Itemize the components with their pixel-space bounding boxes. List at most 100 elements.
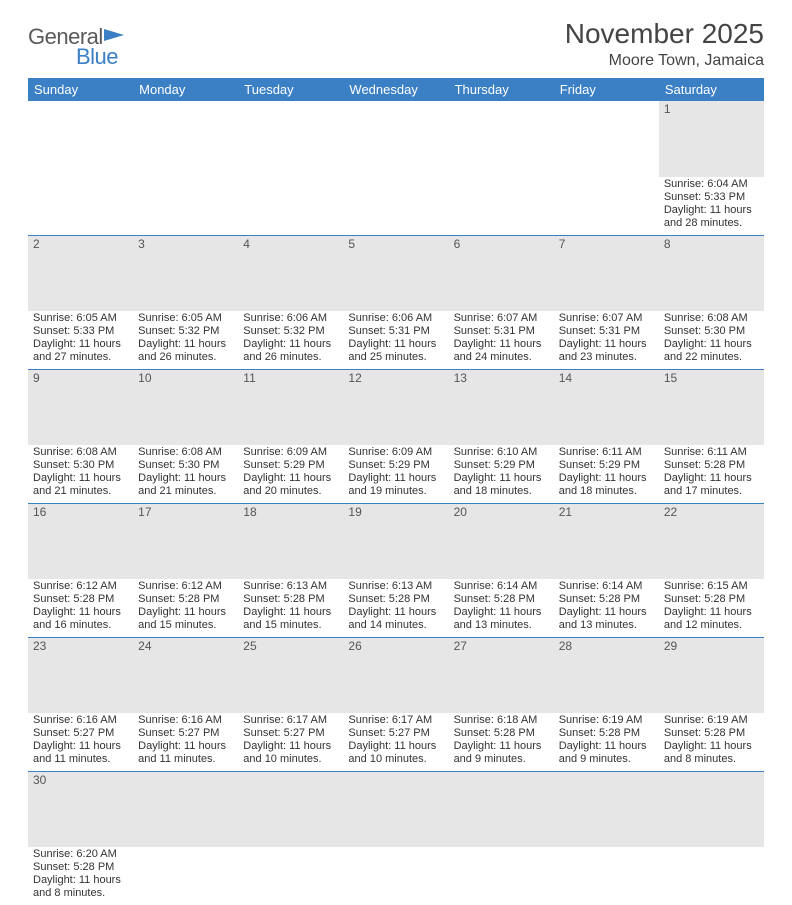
day-number-cell: [238, 101, 343, 177]
sunrise-line: Sunrise: 6:18 AM: [454, 714, 549, 727]
sunrise-line: Sunrise: 6:14 AM: [454, 580, 549, 593]
day-content: Sunrise: 6:14 AMSunset: 5:28 PMDaylight:…: [554, 579, 659, 635]
day-cell: Sunrise: 6:11 AMSunset: 5:29 PMDaylight:…: [554, 445, 659, 503]
sunset-line: Sunset: 5:28 PM: [454, 727, 549, 740]
day-content: Sunrise: 6:09 AMSunset: 5:29 PMDaylight:…: [343, 445, 448, 501]
daylight-line: Daylight: 11 hours and 10 minutes.: [348, 740, 443, 766]
day-number-cell: [133, 771, 238, 847]
day-content: Sunrise: 6:20 AMSunset: 5:28 PMDaylight:…: [28, 847, 133, 903]
day-number-cell: 15: [659, 369, 764, 445]
sunrise-line: Sunrise: 6:06 AM: [348, 312, 443, 325]
sunset-line: Sunset: 5:28 PM: [664, 459, 759, 472]
sunset-line: Sunset: 5:28 PM: [559, 593, 654, 606]
day-number: 9: [28, 370, 133, 386]
day-content: Sunrise: 6:05 AMSunset: 5:32 PMDaylight:…: [133, 311, 238, 367]
day-cell: [238, 847, 343, 905]
daylight-line: Daylight: 11 hours and 10 minutes.: [243, 740, 338, 766]
sunrise-line: Sunrise: 6:07 AM: [559, 312, 654, 325]
sunset-line: Sunset: 5:33 PM: [33, 325, 128, 338]
day-content: Sunrise: 6:14 AMSunset: 5:28 PMDaylight:…: [449, 579, 554, 635]
sunset-line: Sunset: 5:28 PM: [454, 593, 549, 606]
sunset-line: Sunset: 5:28 PM: [559, 727, 654, 740]
day-number: 6: [449, 236, 554, 252]
day-number: 19: [343, 504, 448, 520]
sunset-line: Sunset: 5:28 PM: [33, 861, 128, 874]
day-number-cell: 14: [554, 369, 659, 445]
day-number-cell: 23: [28, 637, 133, 713]
day-cell: Sunrise: 6:09 AMSunset: 5:29 PMDaylight:…: [343, 445, 448, 503]
weekday-header: Monday: [133, 78, 238, 101]
day-content: Sunrise: 6:06 AMSunset: 5:32 PMDaylight:…: [238, 311, 343, 367]
day-cell: [133, 177, 238, 235]
day-cell: Sunrise: 6:07 AMSunset: 5:31 PMDaylight:…: [554, 311, 659, 369]
day-content: Sunrise: 6:17 AMSunset: 5:27 PMDaylight:…: [238, 713, 343, 769]
day-number-cell: 20: [449, 503, 554, 579]
day-number-cell: [343, 771, 448, 847]
sunrise-line: Sunrise: 6:08 AM: [138, 446, 233, 459]
day-content: Sunrise: 6:17 AMSunset: 5:27 PMDaylight:…: [343, 713, 448, 769]
day-content: Sunrise: 6:11 AMSunset: 5:29 PMDaylight:…: [554, 445, 659, 501]
sunrise-line: Sunrise: 6:05 AM: [33, 312, 128, 325]
day-content: Sunrise: 6:04 AMSunset: 5:33 PMDaylight:…: [659, 177, 764, 233]
day-number-cell: [238, 771, 343, 847]
day-content: Sunrise: 6:13 AMSunset: 5:28 PMDaylight:…: [238, 579, 343, 635]
daylight-line: Daylight: 11 hours and 25 minutes.: [348, 338, 443, 364]
day-number: 2: [28, 236, 133, 252]
sunset-line: Sunset: 5:28 PM: [243, 593, 338, 606]
day-cell: [659, 847, 764, 905]
day-number: 12: [343, 370, 448, 386]
daylight-line: Daylight: 11 hours and 8 minutes.: [664, 740, 759, 766]
day-cell: Sunrise: 6:11 AMSunset: 5:28 PMDaylight:…: [659, 445, 764, 503]
daylight-line: Daylight: 11 hours and 24 minutes.: [454, 338, 549, 364]
daylight-line: Daylight: 11 hours and 12 minutes.: [664, 606, 759, 632]
day-content: Sunrise: 6:13 AMSunset: 5:28 PMDaylight:…: [343, 579, 448, 635]
calendar-header-row: SundayMondayTuesdayWednesdayThursdayFrid…: [28, 78, 764, 101]
sunset-line: Sunset: 5:32 PM: [138, 325, 233, 338]
day-cell: Sunrise: 6:09 AMSunset: 5:29 PMDaylight:…: [238, 445, 343, 503]
day-number-cell: [133, 101, 238, 177]
day-number-cell: 21: [554, 503, 659, 579]
day-number: 4: [238, 236, 343, 252]
day-content: Sunrise: 6:16 AMSunset: 5:27 PMDaylight:…: [133, 713, 238, 769]
location: Moore Town, Jamaica: [565, 52, 764, 70]
day-content: Sunrise: 6:10 AMSunset: 5:29 PMDaylight:…: [449, 445, 554, 501]
sunset-line: Sunset: 5:31 PM: [559, 325, 654, 338]
day-number: 28: [554, 638, 659, 654]
day-cell: Sunrise: 6:14 AMSunset: 5:28 PMDaylight:…: [449, 579, 554, 637]
month-title: November 2025: [565, 18, 764, 50]
sunset-line: Sunset: 5:29 PM: [454, 459, 549, 472]
sunrise-line: Sunrise: 6:11 AM: [559, 446, 654, 459]
day-number-cell: 18: [238, 503, 343, 579]
day-cell: Sunrise: 6:05 AMSunset: 5:33 PMDaylight:…: [28, 311, 133, 369]
daylight-line: Daylight: 11 hours and 27 minutes.: [33, 338, 128, 364]
day-cell: [554, 847, 659, 905]
sunset-line: Sunset: 5:29 PM: [243, 459, 338, 472]
day-cell: [343, 177, 448, 235]
sunset-line: Sunset: 5:30 PM: [138, 459, 233, 472]
sunset-line: Sunset: 5:29 PM: [348, 459, 443, 472]
day-number-cell: 24: [133, 637, 238, 713]
sunrise-line: Sunrise: 6:15 AM: [664, 580, 759, 593]
day-cell: Sunrise: 6:15 AMSunset: 5:28 PMDaylight:…: [659, 579, 764, 637]
sunrise-line: Sunrise: 6:20 AM: [33, 848, 128, 861]
day-cell: Sunrise: 6:10 AMSunset: 5:29 PMDaylight:…: [449, 445, 554, 503]
day-number-cell: 8: [659, 235, 764, 311]
sunset-line: Sunset: 5:28 PM: [138, 593, 233, 606]
day-cell: Sunrise: 6:08 AMSunset: 5:30 PMDaylight:…: [133, 445, 238, 503]
day-number-cell: 9: [28, 369, 133, 445]
day-number: 15: [659, 370, 764, 386]
sunset-line: Sunset: 5:31 PM: [348, 325, 443, 338]
day-cell: Sunrise: 6:08 AMSunset: 5:30 PMDaylight:…: [659, 311, 764, 369]
daylight-line: Daylight: 11 hours and 9 minutes.: [454, 740, 549, 766]
day-cell: Sunrise: 6:14 AMSunset: 5:28 PMDaylight:…: [554, 579, 659, 637]
day-content: Sunrise: 6:05 AMSunset: 5:33 PMDaylight:…: [28, 311, 133, 367]
day-number-cell: 29: [659, 637, 764, 713]
daylight-line: Daylight: 11 hours and 14 minutes.: [348, 606, 443, 632]
sunrise-line: Sunrise: 6:07 AM: [454, 312, 549, 325]
day-number-cell: [554, 101, 659, 177]
day-number-cell: 17: [133, 503, 238, 579]
day-content: Sunrise: 6:19 AMSunset: 5:28 PMDaylight:…: [554, 713, 659, 769]
day-cell: Sunrise: 6:13 AMSunset: 5:28 PMDaylight:…: [238, 579, 343, 637]
day-number: 20: [449, 504, 554, 520]
day-number: 25: [238, 638, 343, 654]
